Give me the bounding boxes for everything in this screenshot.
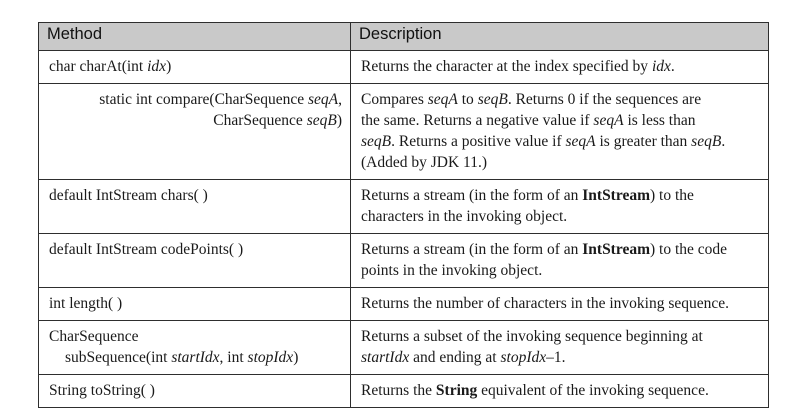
description-text: points in the invoking object. xyxy=(361,262,543,279)
description-text: . Returns a positive value if xyxy=(391,133,566,150)
method-text: CharSequence xyxy=(49,328,139,345)
description-text: –1. xyxy=(546,349,566,366)
description-cell: Returns a stream (in the form of an IntS… xyxy=(350,233,769,288)
description-text: is less than xyxy=(623,112,696,129)
param-name: idx xyxy=(147,58,167,75)
type-name: IntStream xyxy=(582,187,650,204)
param-name: seqA xyxy=(307,91,339,108)
method-cell: String toString( ) xyxy=(38,374,351,408)
table-row: default IntStream codePoints( ) Returns … xyxy=(38,233,769,288)
description-text: Returns a stream (in the form of an xyxy=(361,187,583,204)
method-text: default IntStream chars( ) xyxy=(49,187,208,204)
table-row: String toString( ) Returns the String eq… xyxy=(38,374,769,408)
method-cell: int length( ) xyxy=(38,287,351,321)
description-cell: Returns the number of characters in the … xyxy=(350,287,769,321)
method-text: ) xyxy=(336,112,342,129)
description-text: Returns the number of characters in the … xyxy=(361,295,730,312)
description-text: . xyxy=(670,58,675,75)
param-name: seqA xyxy=(565,133,596,150)
param-name: idx xyxy=(651,58,671,75)
param-name: stopIdx xyxy=(247,349,294,366)
description-text: (Added by JDK 11.) xyxy=(361,154,487,171)
table-row: int length( ) Returns the number of char… xyxy=(38,287,769,321)
description-text: ) to the code xyxy=(650,241,728,258)
method-cell: default IntStream codePoints( ) xyxy=(38,233,351,288)
method-text: int length( ) xyxy=(49,295,123,312)
description-text: is greater than xyxy=(595,133,692,150)
description-text: equivalent of the invoking sequence. xyxy=(477,382,709,399)
description-cell: Returns a stream (in the form of an IntS… xyxy=(350,179,769,234)
method-text: , int xyxy=(219,349,248,366)
method-text: char charAt(int xyxy=(49,58,148,75)
type-name: IntStream xyxy=(582,241,650,258)
description-text: . Returns 0 if the sequences are xyxy=(507,91,702,108)
description-text: Returns a stream (in the form of an xyxy=(361,241,583,258)
description-text: characters in the invoking object. xyxy=(361,208,568,225)
method-text: ) xyxy=(293,349,299,366)
description-text: to xyxy=(457,91,478,108)
method-text: static int compare(CharSequence xyxy=(99,91,308,108)
method-text: subSequence(int xyxy=(65,349,172,366)
param-name: seqB xyxy=(477,91,508,108)
param-name: startIdx xyxy=(171,349,220,366)
description-cell: Compares seqA to seqB. Returns 0 if the … xyxy=(350,83,769,180)
method-text: ) xyxy=(166,58,172,75)
method-cell: default IntStream chars( ) xyxy=(38,179,351,234)
type-name: String xyxy=(435,382,478,399)
table-row: default IntStream chars( ) Returns a str… xyxy=(38,179,769,234)
header-description: Description xyxy=(350,22,769,51)
description-text: Returns a subset of the invoking sequenc… xyxy=(361,328,703,345)
description-text: and ending at xyxy=(409,349,501,366)
header-row: Method Description xyxy=(38,22,769,51)
method-text: default IntStream codePoints( ) xyxy=(49,241,244,258)
description-cell: Returns a subset of the invoking sequenc… xyxy=(350,320,769,375)
param-name: seqB xyxy=(691,133,722,150)
method-cell: static int compare(CharSequence seqA, Ch… xyxy=(38,83,351,180)
param-name: seqB xyxy=(361,133,392,150)
description-cell: Returns the character at the index speci… xyxy=(350,50,769,84)
description-text: Returns the xyxy=(361,382,436,399)
table-row: static int compare(CharSequence seqA, Ch… xyxy=(38,83,769,180)
method-text: , xyxy=(338,91,342,108)
table-row: char charAt(int idx) Returns the charact… xyxy=(38,50,769,84)
method-cell: CharSequence subSequence(int startIdx, i… xyxy=(38,320,351,375)
method-table: Method Description char charAt(int idx) … xyxy=(38,22,769,408)
header-method: Method xyxy=(38,22,351,51)
param-name: startIdx xyxy=(361,349,410,366)
method-text: CharSequence xyxy=(213,112,307,129)
description-text: Compares xyxy=(361,91,428,108)
param-name: seqA xyxy=(427,91,458,108)
param-name: seqA xyxy=(593,112,624,129)
param-name: seqB xyxy=(306,112,337,129)
description-cell: Returns the String equivalent of the inv… xyxy=(350,374,769,408)
description-text: . xyxy=(721,133,726,150)
description-text: ) to the xyxy=(650,187,694,204)
description-text: Returns the character at the index speci… xyxy=(361,58,652,75)
description-text: the same. Returns a negative value if xyxy=(361,112,594,129)
table-row: CharSequence subSequence(int startIdx, i… xyxy=(38,320,769,375)
param-name: stopIdx xyxy=(500,349,547,366)
method-cell: char charAt(int idx) xyxy=(38,50,351,84)
method-text: String toString( ) xyxy=(49,382,155,399)
